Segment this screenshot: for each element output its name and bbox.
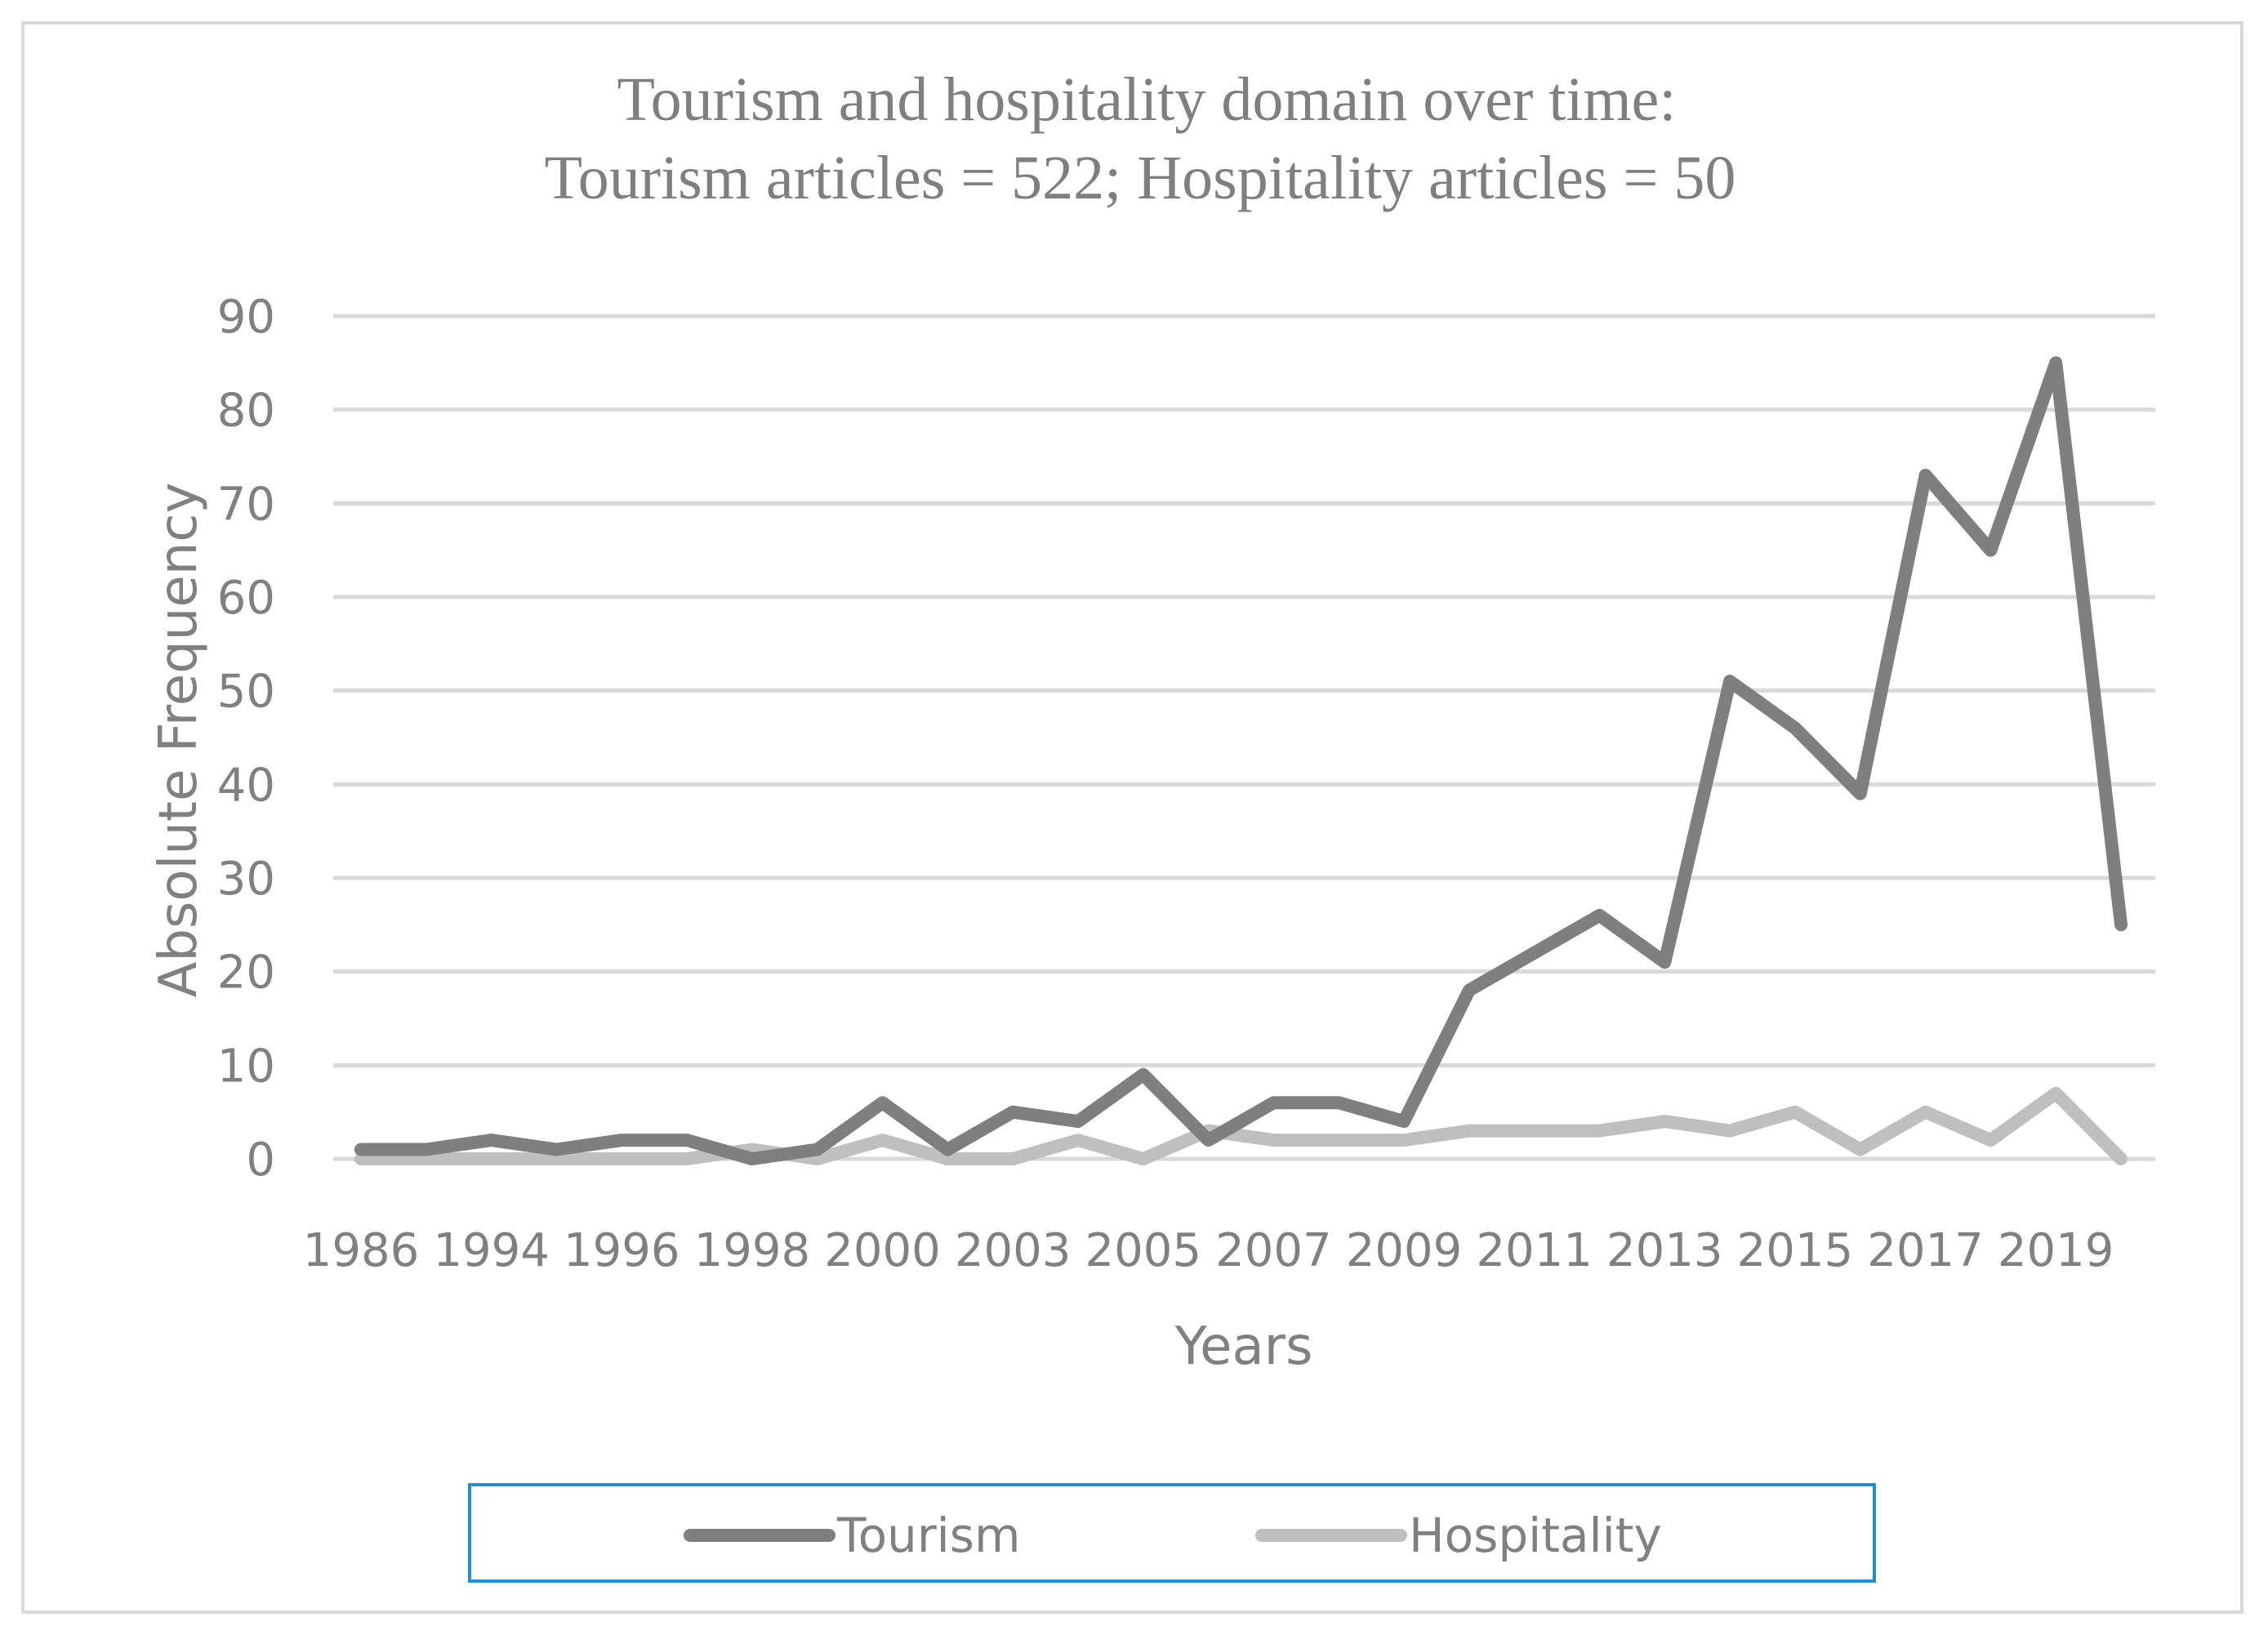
x-tick-label-1996: 1996 bbox=[564, 1224, 680, 1277]
x-tick-label-2011: 2011 bbox=[1476, 1224, 1593, 1277]
x-tick-label-2019: 2019 bbox=[1998, 1224, 2114, 1277]
x-tick-label-2003: 2003 bbox=[955, 1224, 1072, 1277]
x-tick-label-2000: 2000 bbox=[824, 1224, 941, 1277]
line-chart: Tourism and hospitality domain over time… bbox=[149, 65, 2155, 1583]
x-tick-label-1998: 1998 bbox=[694, 1224, 811, 1277]
x-tick-labels: 1986 1994 1996 1998 2000 2003 2005 2007 2009 2011… bbox=[303, 1224, 2114, 1277]
series-lines bbox=[354, 356, 2128, 1165]
y-tick-label-90: 90 bbox=[217, 291, 275, 344]
y-tick-label-80: 80 bbox=[217, 385, 275, 438]
x-tick-label-2009: 2009 bbox=[1346, 1224, 1463, 1277]
y-tick-labels: 0 10 20 30 40 50 60 70 80 90 bbox=[217, 291, 275, 1187]
x-tick-label-1994: 1994 bbox=[433, 1224, 550, 1277]
chart-title-line-1: Tourism and hospitality domain over time… bbox=[617, 65, 1676, 134]
y-tick-label-70: 70 bbox=[217, 478, 275, 531]
y-tick-label-50: 50 bbox=[217, 666, 275, 719]
y-tick-label-60: 60 bbox=[217, 572, 275, 625]
x-tick-label-2013: 2013 bbox=[1606, 1224, 1723, 1277]
legend-label-hospitality: Hospitality bbox=[1409, 1508, 1662, 1563]
x-tick-label-2007: 2007 bbox=[1215, 1224, 1332, 1277]
y-tick-label-20: 20 bbox=[217, 947, 275, 1000]
x-tick-label-2017: 2017 bbox=[1867, 1224, 1984, 1277]
y-tick-label-10: 10 bbox=[217, 1040, 275, 1093]
y-tick-label-0: 0 bbox=[246, 1134, 275, 1187]
chart-title-line-2: Tourism articles = 522; Hospitality arti… bbox=[545, 144, 1736, 212]
gridlines bbox=[333, 314, 2155, 1161]
series-line-hospitality bbox=[354, 1086, 2128, 1165]
x-tick-label-2015: 2015 bbox=[1737, 1224, 1854, 1277]
x-tick-label-1986: 1986 bbox=[303, 1224, 420, 1277]
legend-box bbox=[468, 1483, 1876, 1583]
chart-frame: Tourism and hospitality domain over time… bbox=[21, 21, 2243, 1614]
x-tick-label-2005: 2005 bbox=[1085, 1224, 1202, 1277]
y-tick-label-40: 40 bbox=[217, 759, 275, 812]
y-axis-title: Absolute Frequency bbox=[149, 483, 209, 998]
series-line-tourism bbox=[354, 356, 2128, 1165]
legend-label-tourism: Tourism bbox=[836, 1508, 1021, 1563]
y-tick-label-30: 30 bbox=[217, 853, 275, 906]
x-axis-title: Years bbox=[1174, 1316, 1313, 1377]
